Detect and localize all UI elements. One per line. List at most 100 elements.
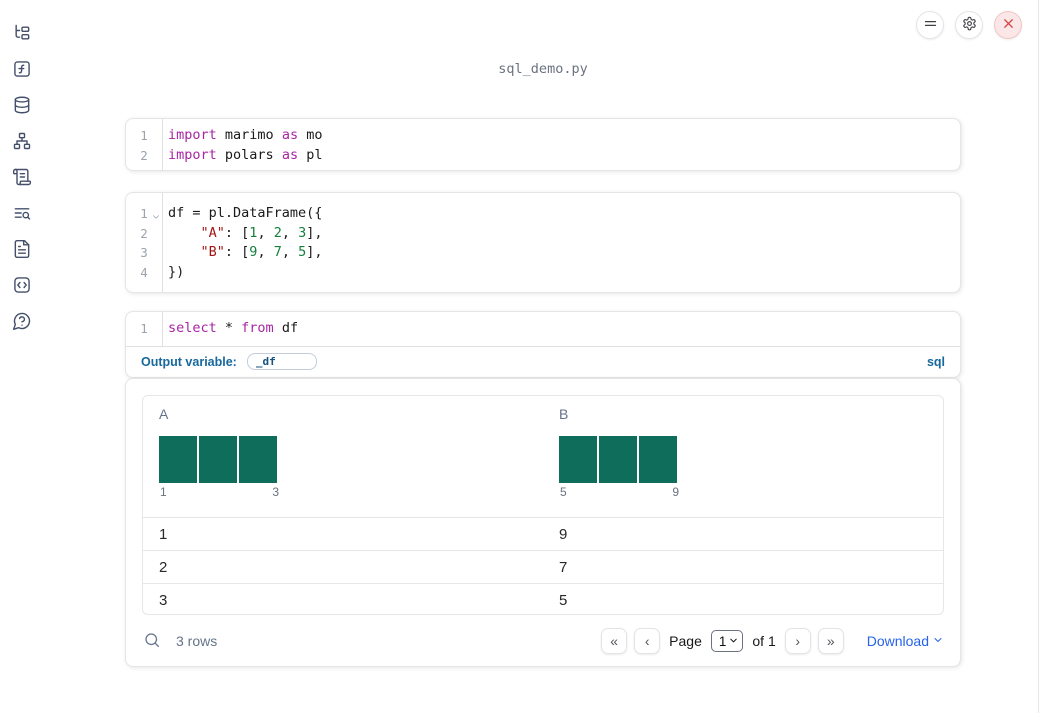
histogram-bar: [559, 436, 597, 483]
snippets-icon: [12, 275, 32, 295]
column-histogram[interactable]: [559, 436, 678, 483]
page-total-label: of 1: [752, 633, 776, 649]
table-cell: 5: [559, 591, 568, 609]
page-select-value: 1: [718, 633, 727, 649]
menu-button[interactable]: [916, 11, 944, 39]
line-number: 2: [140, 225, 148, 241]
sidebar-item-variables[interactable]: [12, 59, 32, 79]
next-page-button[interactable]: ›: [784, 628, 811, 654]
sidebar-item-file-explorer[interactable]: [12, 23, 32, 43]
output-variable-input[interactable]: [246, 353, 317, 370]
download-label: Download: [866, 633, 929, 649]
code-line[interactable]: 4}): [126, 263, 960, 283]
graph-icon: [12, 131, 32, 151]
axis-tick-label: 1: [160, 485, 167, 499]
code-editor[interactable]: 1 select * from df: [126, 312, 960, 346]
page-label: Page: [669, 633, 702, 649]
table-footer: 3 rows « ‹ Page 1 of 1 › » Download: [126, 615, 960, 667]
axis-tick-label: 5: [560, 485, 567, 499]
file-tree-icon: [12, 23, 32, 43]
menu-icon: [923, 16, 938, 34]
help-icon: [12, 311, 32, 331]
sidebar-item-documentation[interactable]: [12, 239, 32, 259]
column-histogram[interactable]: [159, 436, 278, 483]
document-icon: [12, 239, 32, 259]
sidebar-item-dependencies[interactable]: [12, 131, 32, 151]
sidebar-item-help[interactable]: [12, 311, 32, 331]
search-button[interactable]: [142, 631, 162, 651]
sidebar-item-snippets[interactable]: [12, 275, 32, 295]
chevron-down-icon: [932, 633, 944, 649]
window-controls: [916, 11, 1022, 39]
line-number: 2: [140, 147, 148, 163]
download-button[interactable]: Download: [867, 633, 944, 649]
sidebar-item-datasources[interactable]: [12, 95, 32, 115]
function-icon: [12, 59, 32, 79]
settings-button[interactable]: [955, 11, 983, 39]
sidebar-item-logs[interactable]: [12, 203, 32, 223]
sidebar-item-scratchpad[interactable]: [12, 167, 32, 187]
search-icon: [143, 633, 161, 652]
code-line[interactable]: 2 import polars as pl: [126, 146, 960, 166]
code-cell-imports[interactable]: 1 import marimo as mo 2 import polars as pl: [125, 118, 961, 171]
last-page-button[interactable]: »: [817, 628, 844, 654]
histogram-bar: [239, 436, 277, 483]
column-name: A: [159, 406, 169, 422]
prev-page-button[interactable]: ‹: [634, 628, 661, 654]
code-text: }): [168, 263, 185, 280]
code-editor[interactable]: 1 import marimo as mo 2 import polars as pl: [126, 119, 960, 170]
code-editor[interactable]: 1 df = pl.DataFrame({2 "A": [1, 2, 3], 3 "…: [126, 193, 960, 292]
output-variable-label: Output variable:: [141, 354, 237, 369]
line-number: 3: [140, 245, 148, 260]
page-select[interactable]: 1: [710, 630, 744, 652]
scroll-icon: [12, 167, 32, 187]
code-text: select * from df: [168, 320, 299, 336]
table-cell: 7: [559, 558, 568, 576]
code-text: df = pl.DataFrame({: [168, 205, 323, 221]
row-count: 3 rows: [176, 633, 218, 649]
column-name: B: [559, 406, 569, 422]
sql-cell-meta: Output variable: sql: [126, 345, 960, 377]
sidebar: [0, 0, 44, 713]
code-text: import polars as pl: [168, 146, 323, 163]
database-icon: [12, 95, 32, 115]
sql-cell[interactable]: 1 select * from df Output variable: sql: [125, 311, 961, 378]
histogram-bar: [159, 436, 197, 483]
axis-tick-label: 9: [672, 485, 679, 499]
table-cell: 2: [159, 558, 168, 576]
code-line[interactable]: 1 select * from df: [126, 319, 960, 339]
code-text: import marimo as mo: [168, 127, 323, 143]
line-number: 1: [140, 128, 148, 143]
code-line[interactable]: 1 import marimo as mo: [126, 126, 960, 146]
histogram-bar: [639, 436, 677, 483]
axis-tick-label: 3: [272, 485, 279, 499]
fold-chevron-down-icon[interactable]: [151, 209, 161, 229]
code-line[interactable]: 1 df = pl.DataFrame({: [126, 204, 960, 224]
code-text: "A": [1, 2, 3],: [200, 224, 323, 241]
code-line[interactable]: 3 "B": [9, 7, 5],: [126, 243, 960, 263]
search-list-icon: [12, 203, 32, 223]
table-cell: 1: [159, 525, 168, 543]
scrollbar-track: [1038, 0, 1039, 713]
code-text: "B": [9, 7, 5],: [200, 244, 323, 260]
code-line[interactable]: 2 "A": [1, 2, 3],: [126, 224, 960, 244]
table-cell: 9: [559, 525, 568, 543]
histogram-bar: [199, 436, 237, 483]
code-cell-dataframe[interactable]: 1 df = pl.DataFrame({2 "A": [1, 2, 3], 3 "…: [125, 192, 961, 293]
pagination: « ‹ Page 1 of 1 › » Download: [601, 628, 944, 654]
line-number: 1: [140, 206, 148, 221]
close-button[interactable]: [994, 11, 1022, 39]
close-icon: [1001, 16, 1016, 34]
first-page-button[interactable]: «: [601, 628, 628, 654]
